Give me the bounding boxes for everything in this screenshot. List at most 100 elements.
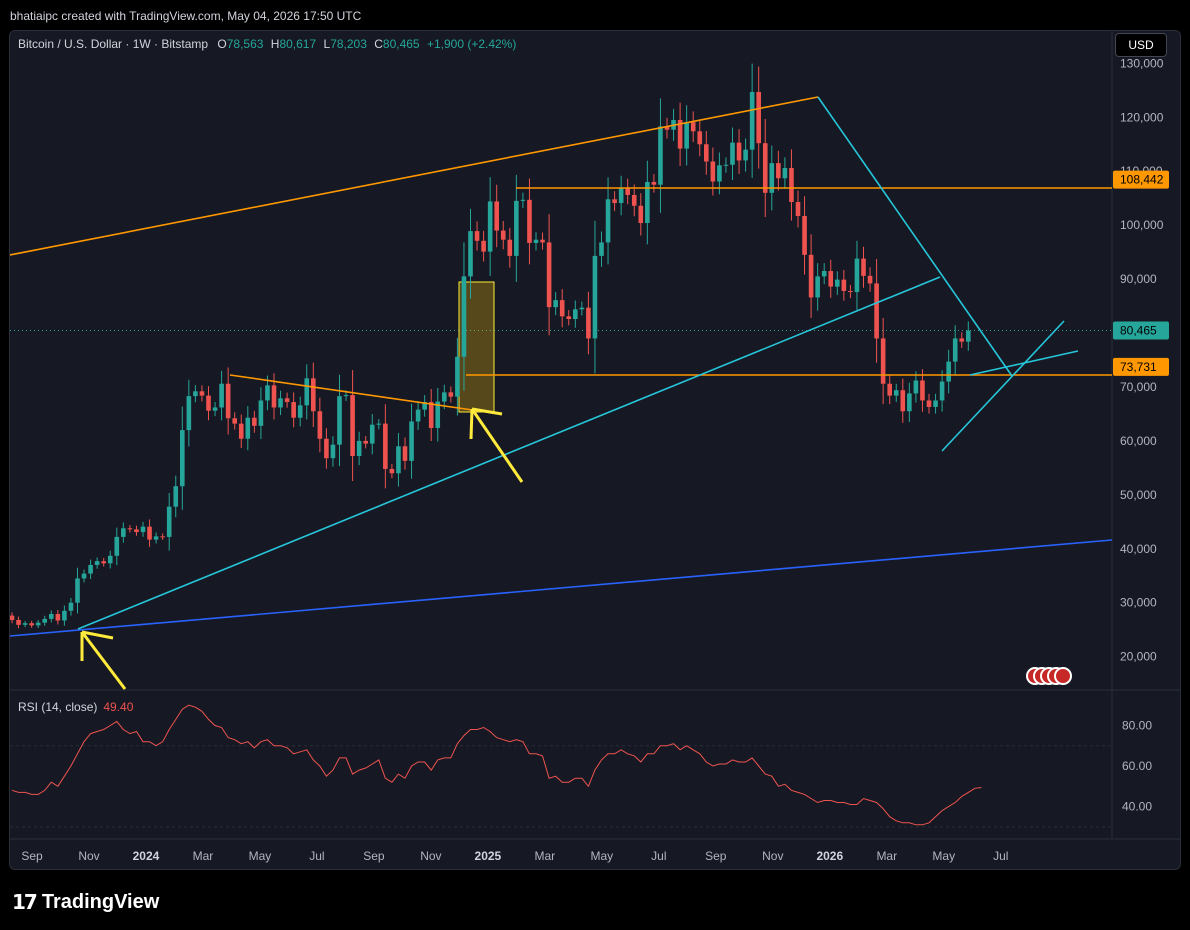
candle-body bbox=[854, 258, 860, 293]
blue-long-trendline[interactable] bbox=[10, 539, 1113, 637]
candle-body bbox=[586, 307, 591, 339]
price-label-text: 73,731 bbox=[1120, 360, 1157, 374]
arrow-head[interactable] bbox=[469, 408, 474, 440]
cyan-descending-trendline[interactable] bbox=[817, 96, 1013, 377]
candle-body bbox=[428, 402, 434, 428]
candle-body bbox=[62, 610, 67, 621]
candle-body bbox=[160, 536, 165, 538]
candle-body bbox=[232, 418, 237, 424]
rsi-line[interactable] bbox=[11, 704, 982, 826]
tradingview-logo[interactable]: 17 TradingView bbox=[12, 890, 159, 914]
close-label: C bbox=[374, 37, 383, 51]
candle-body bbox=[566, 316, 572, 320]
candle-body bbox=[121, 528, 126, 537]
candle-body bbox=[422, 402, 427, 410]
candle-body bbox=[533, 239, 539, 243]
candle-body bbox=[520, 199, 526, 201]
candle-body bbox=[225, 383, 231, 419]
candle-body bbox=[684, 122, 689, 149]
candle-body bbox=[618, 187, 624, 204]
arrow-shaft[interactable] bbox=[80, 631, 127, 690]
candle-body bbox=[966, 330, 971, 342]
x-axis-tick-label: Sep bbox=[705, 849, 727, 863]
price-chart[interactable]: 130,000120,000110,000100,00090,00080,000… bbox=[10, 31, 1181, 870]
rsi-label: RSI (14, close) bbox=[18, 700, 98, 714]
currency-button[interactable]: USD bbox=[1115, 33, 1167, 57]
candle-body bbox=[776, 163, 781, 179]
x-axis-tick-label: Sep bbox=[363, 849, 385, 863]
candle-body bbox=[81, 573, 87, 579]
candle-body bbox=[330, 444, 336, 459]
candle-body bbox=[258, 400, 264, 426]
chart-pane[interactable]: 130,000120,000110,000100,00090,00080,000… bbox=[9, 30, 1181, 870]
candle-body bbox=[402, 446, 408, 461]
candle-body bbox=[946, 361, 951, 382]
candle-body bbox=[507, 239, 513, 256]
candle-body bbox=[42, 618, 48, 623]
candle-body bbox=[540, 239, 545, 243]
candle-body bbox=[645, 182, 650, 224]
rsi-value: 49.40 bbox=[103, 700, 134, 714]
open-value: 78,563 bbox=[226, 37, 264, 51]
candle-body bbox=[795, 201, 801, 216]
arrow-head[interactable] bbox=[471, 407, 503, 416]
candle-body bbox=[500, 230, 506, 240]
candle-body bbox=[815, 276, 820, 298]
candle-body bbox=[926, 400, 932, 407]
candle-body bbox=[658, 126, 663, 185]
x-axis-tick-label: Nov bbox=[762, 849, 783, 863]
cyan-channel-lower[interactable] bbox=[969, 350, 1079, 376]
candle-body bbox=[107, 555, 113, 564]
candle-body bbox=[893, 390, 899, 396]
candle-body bbox=[219, 383, 224, 408]
candle-body bbox=[245, 417, 251, 439]
candle-body bbox=[173, 486, 179, 507]
arrow-head[interactable] bbox=[81, 630, 114, 640]
candle-body bbox=[848, 290, 853, 293]
candle-body bbox=[514, 200, 519, 256]
candle-body bbox=[468, 231, 473, 277]
candle-body bbox=[22, 623, 28, 625]
price-label-tag bbox=[1113, 357, 1169, 376]
arrow-shaft[interactable] bbox=[470, 408, 524, 483]
candle-body bbox=[369, 424, 375, 444]
y-axis-tick-label: 40,000 bbox=[1120, 542, 1157, 556]
orange-upper-trendline[interactable] bbox=[10, 96, 819, 256]
candle-body bbox=[49, 614, 54, 619]
price-label-tag bbox=[1113, 321, 1169, 340]
candle-body bbox=[212, 407, 218, 411]
low-label: L bbox=[323, 37, 331, 51]
candle-body bbox=[664, 126, 670, 130]
price-label-text: 80,465 bbox=[1120, 324, 1157, 338]
footer bbox=[0, 870, 1190, 930]
candle-body bbox=[55, 614, 61, 621]
yellow-arrow-bottom-left[interactable] bbox=[80, 630, 127, 690]
candle-body bbox=[599, 242, 604, 256]
y-axis-tick-label: 130,000 bbox=[1120, 56, 1164, 70]
attribution-bar: bhatiaipc created with TradingView.com, … bbox=[0, 0, 1190, 30]
candle-body bbox=[206, 395, 211, 411]
x-axis-tick-label: 2025 bbox=[475, 849, 502, 863]
candle-body bbox=[363, 440, 368, 444]
cyan-ascending-trendline[interactable] bbox=[77, 276, 941, 630]
candle-body bbox=[442, 392, 447, 402]
candle-body bbox=[573, 309, 578, 320]
rsi-legend: RSI (14, close) 49.40 bbox=[18, 700, 133, 714]
candle-body bbox=[284, 398, 290, 403]
chart-legend: Bitcoin / U.S. Dollar · 1W · Bitstamp O7… bbox=[18, 37, 516, 51]
candle-body bbox=[238, 423, 244, 439]
high-value: 80,617 bbox=[279, 37, 317, 51]
candle-body bbox=[907, 393, 912, 412]
orange-resistance-trendline[interactable] bbox=[229, 374, 501, 415]
candle-body bbox=[710, 161, 716, 182]
close-value: 80,465 bbox=[382, 37, 420, 51]
candle-body bbox=[193, 391, 198, 397]
cyan-channel-upper[interactable] bbox=[941, 320, 1065, 452]
candle-body bbox=[252, 417, 257, 426]
yellow-arrow-middle[interactable] bbox=[469, 407, 524, 483]
y-axis-tick-label: 100,000 bbox=[1120, 218, 1164, 232]
candle-body bbox=[579, 307, 585, 310]
candle-body bbox=[435, 401, 441, 428]
candle-body bbox=[933, 400, 938, 407]
us-flag-event-icon[interactable] bbox=[1054, 667, 1072, 685]
